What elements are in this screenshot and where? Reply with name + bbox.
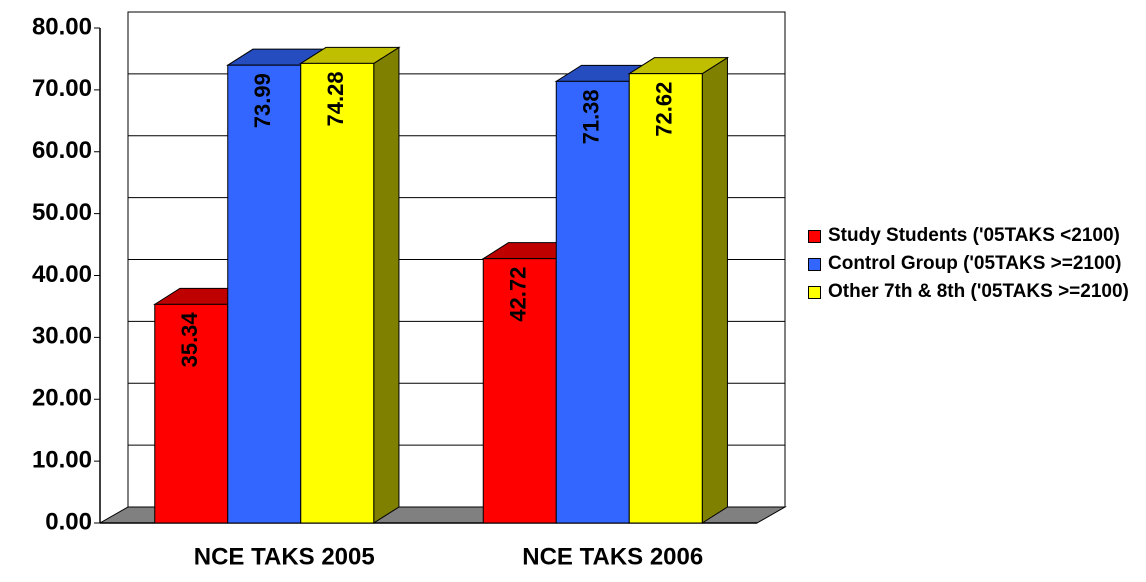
bar-side	[373, 46, 400, 524]
y-tick-label: 70.00	[32, 75, 92, 102]
bar-front	[154, 303, 229, 524]
value-label: 35.34	[177, 312, 202, 368]
bar-front	[300, 62, 375, 524]
value-label: 71.38	[579, 89, 604, 144]
y-tick-label: 10.00	[32, 446, 92, 473]
value-label: 73.99	[250, 73, 275, 128]
bar-front	[482, 258, 557, 524]
bar-front	[555, 80, 630, 524]
x-tick-label: NCE TAKS 2005	[194, 543, 375, 570]
bar-side	[701, 56, 728, 524]
value-label: 42.72	[506, 267, 531, 322]
legend-swatch	[808, 286, 821, 299]
y-tick-label: 30.00	[32, 323, 92, 350]
bar: 74.28	[299, 46, 401, 524]
legend-label: Control Group ('05TAKS >=2100)	[828, 253, 1122, 274]
legend-label: Other 7th & 8th ('05TAKS >=2100)	[828, 281, 1129, 302]
legend-item: Other 7th & 8th ('05TAKS >=2100)	[808, 280, 1142, 304]
legend: Study Students ('05TAKS <2100) Control Gr…	[790, 220, 1142, 312]
x-tick-label: NCE TAKS 2006	[522, 543, 703, 570]
y-tick-label: 0.00	[45, 508, 92, 535]
y-tick-label: 50.00	[32, 199, 92, 226]
bar-front	[628, 73, 703, 524]
y-tick-label: 40.00	[32, 261, 92, 288]
y-tick-label: 20.00	[32, 385, 92, 412]
legend-item: Study Students ('05TAKS <2100)	[808, 224, 1142, 248]
value-label: 74.28	[323, 71, 348, 126]
legend-swatch	[808, 230, 821, 243]
bar: 72.62	[627, 56, 730, 524]
y-tick-label: 80.00	[32, 13, 92, 40]
value-label: 72.62	[652, 82, 677, 137]
legend-label: Study Students ('05TAKS <2100)	[828, 225, 1120, 246]
bar-front	[227, 64, 302, 524]
legend-swatch	[808, 258, 821, 271]
legend-item: Control Group ('05TAKS >=2100)	[808, 252, 1142, 276]
y-tick-label: 60.00	[32, 137, 92, 164]
